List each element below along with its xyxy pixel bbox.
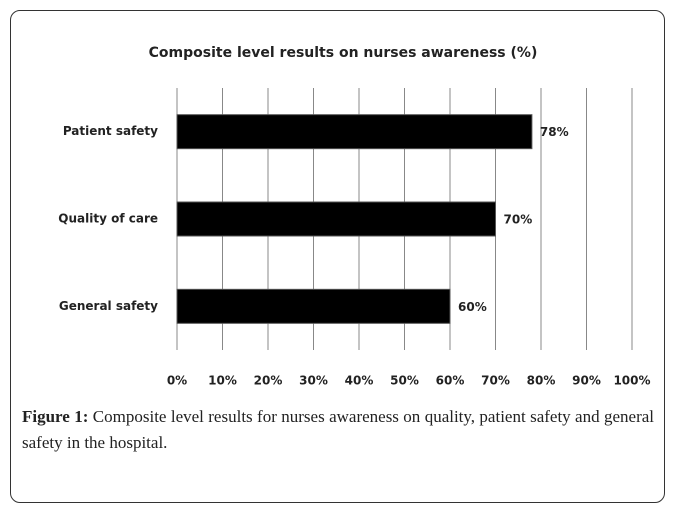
x-tick-label: 0% bbox=[167, 374, 187, 388]
bar bbox=[176, 288, 451, 324]
chart: Composite level results on nurses awaren… bbox=[58, 45, 650, 388]
x-tick-label: 80% bbox=[527, 374, 556, 388]
x-tick-label: 10% bbox=[208, 374, 237, 388]
x-tick-label: 30% bbox=[299, 374, 328, 388]
value-label: 78% bbox=[540, 125, 569, 139]
y-tick-label: Patient safety bbox=[63, 124, 158, 138]
x-tick-label: 90% bbox=[572, 374, 601, 388]
bar bbox=[176, 201, 496, 237]
caption-text: Composite level results for nurses aware… bbox=[22, 407, 655, 452]
x-tick-label: 50% bbox=[390, 374, 419, 388]
y-tick-label: Quality of care bbox=[58, 212, 158, 226]
figure-frame bbox=[10, 10, 665, 503]
bar bbox=[176, 114, 533, 150]
x-tick-label: 40% bbox=[345, 374, 374, 388]
x-tick-label: 20% bbox=[254, 374, 283, 388]
chart-title: Composite level results on nurses awaren… bbox=[149, 45, 538, 61]
x-tick-label: 60% bbox=[436, 374, 465, 388]
value-label: 70% bbox=[504, 213, 533, 227]
x-tick-label: 70% bbox=[481, 374, 510, 388]
value-label: 60% bbox=[458, 300, 487, 314]
x-tick-label: 100% bbox=[613, 374, 650, 388]
y-tick-label: General safety bbox=[59, 299, 158, 313]
caption-label: Figure 1: bbox=[22, 407, 89, 426]
caption: Figure 1: Composite level results for nu… bbox=[22, 404, 654, 456]
